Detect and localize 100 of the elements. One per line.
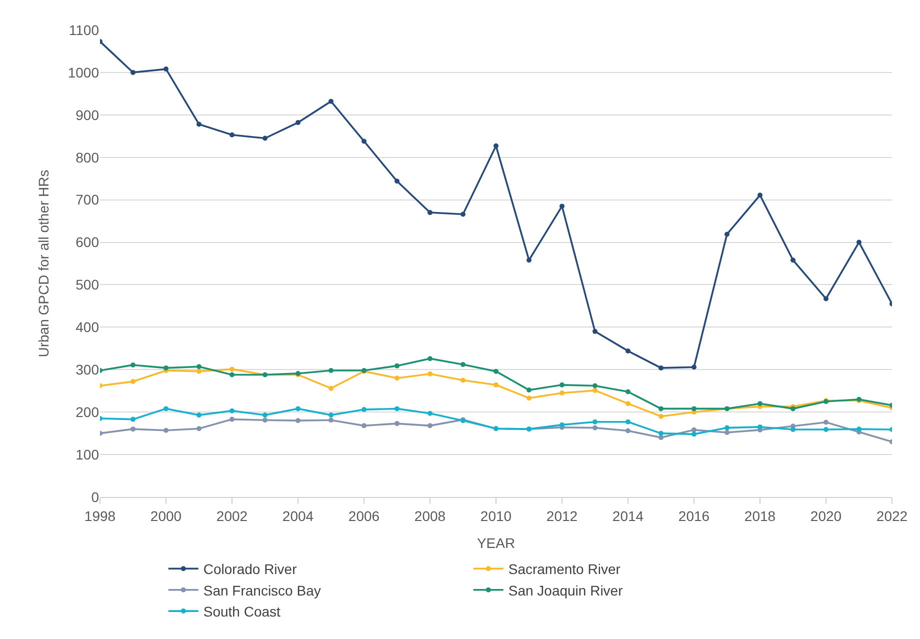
point <box>626 389 630 394</box>
point <box>196 122 202 127</box>
point <box>526 396 532 401</box>
line-series <box>100 356 892 412</box>
point <box>758 424 762 430</box>
point <box>790 427 796 432</box>
point <box>230 366 234 372</box>
point <box>362 138 366 144</box>
point <box>328 368 334 373</box>
y-tick-label: 100 <box>76 446 100 462</box>
point <box>494 368 498 374</box>
point <box>658 435 664 440</box>
point <box>296 406 300 412</box>
point <box>824 427 828 432</box>
point <box>758 401 762 406</box>
point <box>394 178 400 184</box>
point <box>592 425 598 430</box>
point <box>592 419 598 424</box>
point <box>428 210 432 216</box>
point <box>328 98 334 104</box>
x-tick-label: 2010 <box>480 508 512 524</box>
point <box>856 426 862 432</box>
point <box>394 376 400 381</box>
point <box>460 378 466 383</box>
point <box>428 423 432 428</box>
point <box>230 408 234 414</box>
point <box>394 363 400 368</box>
point <box>130 416 136 422</box>
point <box>592 383 598 388</box>
y-tick-label: 600 <box>76 234 100 250</box>
y-tick-label: 300 <box>76 362 100 378</box>
point <box>658 365 664 370</box>
legend-label: San Joaquin River <box>508 582 624 598</box>
legend-label: Colorado River <box>203 561 298 578</box>
point <box>758 192 762 198</box>
y-tick-label: 500 <box>76 276 100 293</box>
x-tick-label: 2008 <box>414 508 446 524</box>
line-series <box>100 406 892 437</box>
point <box>626 419 630 424</box>
point <box>592 388 598 393</box>
point <box>856 240 862 245</box>
x-tick-label: 2000 <box>150 508 182 524</box>
point <box>164 406 168 412</box>
y-tick-label: 400 <box>76 319 100 336</box>
line-series <box>100 416 892 444</box>
x-tick-label: 2004 <box>282 508 314 524</box>
point <box>230 416 234 422</box>
point <box>658 430 664 436</box>
point <box>658 406 664 412</box>
point <box>130 426 136 432</box>
x-tick-label: 2012 <box>546 508 578 524</box>
point <box>460 362 466 368</box>
x-tick-label: 2020 <box>810 508 842 524</box>
point <box>824 296 828 302</box>
point <box>428 371 432 376</box>
point <box>428 356 432 362</box>
point <box>724 430 730 435</box>
point <box>164 428 168 433</box>
point <box>692 427 696 432</box>
y-tick-label: 800 <box>76 149 100 166</box>
point <box>196 412 202 418</box>
point <box>560 382 564 388</box>
point <box>428 410 432 416</box>
x-tick-label: 2002 <box>216 508 248 524</box>
point <box>526 388 532 393</box>
point <box>164 66 168 72</box>
point <box>328 386 334 391</box>
point <box>164 365 168 370</box>
point <box>692 432 696 437</box>
point <box>494 382 498 388</box>
legend-label: San Francisco Bay <box>203 582 321 598</box>
point <box>560 422 564 428</box>
point <box>626 348 630 354</box>
point <box>196 368 202 374</box>
point <box>526 258 532 263</box>
y-tick-label: 900 <box>76 106 100 123</box>
y-tick-label: 700 <box>76 192 100 208</box>
point <box>724 232 730 237</box>
point <box>560 390 564 396</box>
y-axis-title: Urban GPCD for all other HRs <box>35 170 52 358</box>
point <box>692 364 696 370</box>
point <box>130 379 136 384</box>
point <box>824 420 828 425</box>
legend-label: South Coast <box>203 604 281 620</box>
point <box>262 412 268 418</box>
point <box>262 136 268 141</box>
x-tick-label: 1998 <box>84 508 116 524</box>
y-tick-label: 0 <box>91 488 100 505</box>
x-tick-label: 2006 <box>348 508 380 524</box>
y-tick-label: 200 <box>76 404 100 420</box>
point <box>196 426 202 432</box>
x-tick-label: 2014 <box>612 508 644 524</box>
point <box>790 258 796 263</box>
x-axis-title: YEAR <box>476 535 516 552</box>
point <box>328 412 334 418</box>
point <box>362 407 366 412</box>
point <box>262 418 268 423</box>
point <box>658 414 664 419</box>
point <box>196 364 202 370</box>
point <box>394 406 400 412</box>
